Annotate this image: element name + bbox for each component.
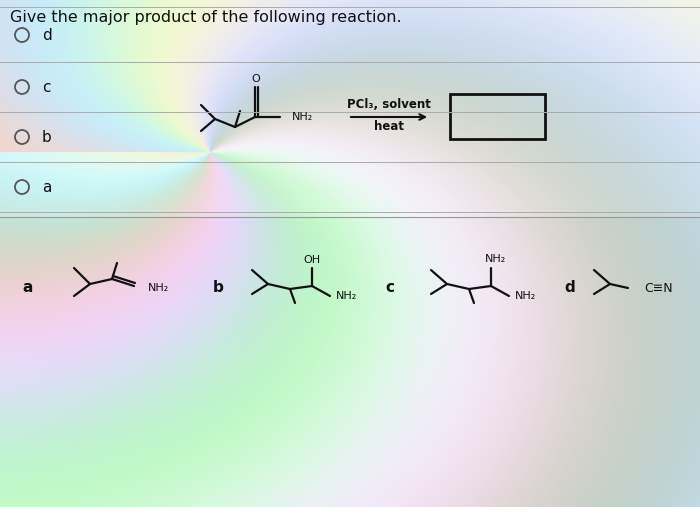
Text: b: b (213, 279, 223, 295)
Text: Give the major product of the following reaction.: Give the major product of the following … (10, 10, 402, 25)
Bar (0, 0, 700, 217)
Text: NH₂: NH₂ (515, 291, 536, 301)
Text: b: b (42, 129, 52, 144)
Text: NH₂: NH₂ (148, 283, 169, 293)
Text: a: a (42, 179, 51, 195)
Text: d: d (42, 27, 52, 43)
Text: c: c (42, 80, 50, 94)
Text: OH: OH (303, 255, 321, 265)
Text: heat: heat (374, 121, 404, 133)
Bar (450, 94, 545, 139)
Text: C≡N: C≡N (644, 281, 673, 295)
Text: a: a (23, 279, 33, 295)
Text: PCl₃, solvent: PCl₃, solvent (347, 98, 431, 112)
Text: NH₂: NH₂ (292, 112, 314, 122)
Text: O: O (251, 74, 260, 84)
Text: NH₂: NH₂ (485, 254, 507, 264)
Text: c: c (386, 279, 395, 295)
Text: NH₂: NH₂ (336, 291, 357, 301)
Text: d: d (565, 279, 575, 295)
